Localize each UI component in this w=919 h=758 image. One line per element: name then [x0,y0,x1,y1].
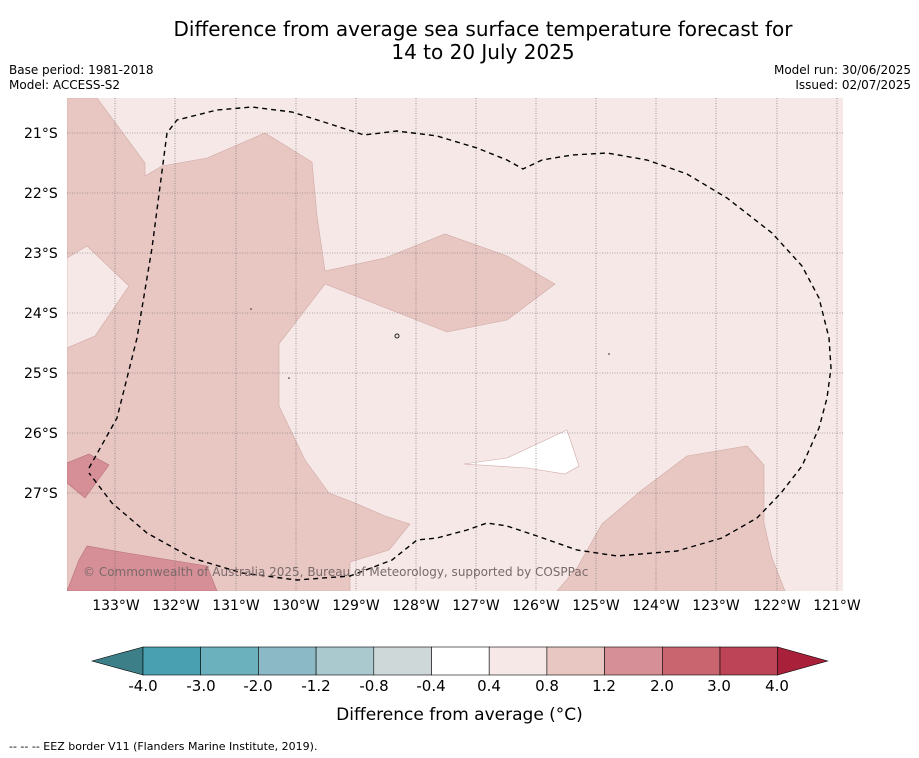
lat-label: 25°S [24,366,58,382]
lon-label: 131°W [212,598,260,614]
title-line-1: Difference from average sea surface temp… [173,17,793,41]
lon-label: 133°W [92,598,140,614]
island-marker [394,333,400,339]
graticule [67,98,843,591]
colorbar-cell [142,646,202,676]
colorbar-tick: 0.8 [535,677,559,695]
colorbar-tick: -2.0 [243,677,273,695]
meta-right: Model run: 30/06/2025 Issued: 02/07/2025 [774,63,911,93]
lon-label: 121°W [813,598,861,614]
lon-label: 132°W [152,598,200,614]
lon-label: 125°W [572,598,620,614]
colorbar-cell [315,646,375,676]
model-name: Model: ACCESS-S2 [9,78,121,92]
anomaly-region-dark-west [67,453,110,499]
title-line-2: 14 to 20 July 2025 [391,40,575,64]
lon-label: 127°W [452,598,500,614]
lon-label: 122°W [753,598,801,614]
colorbar-cell [661,646,721,676]
colorbar-tick: -0.4 [416,677,446,695]
colorbar-cell [431,646,490,676]
colorbar-tick: 0.4 [477,677,501,695]
anomaly-region-west [67,98,556,591]
colorbar-cell [488,646,548,676]
colorbar-tick: -0.8 [359,677,389,695]
copyright-notice: © Commonwealth of Australia 2025, Bureau… [83,565,589,579]
colorbar-extend-high [777,646,829,676]
colorbar [90,646,829,676]
lon-label: 128°W [392,598,440,614]
colorbar-tick: -4.0 [128,677,158,695]
colorbar-extend-low [90,646,144,676]
anomaly-region-light-spot [67,245,130,349]
lon-label: 129°W [332,598,380,614]
island-marker [608,353,610,355]
lat-label: 22°S [24,186,58,202]
colorbar-cell [373,646,432,676]
lat-label: 21°S [24,126,58,142]
sst-anomaly-map [67,98,843,591]
colorbar-tick: 1.2 [592,677,616,695]
colorbar-tick: -3.0 [186,677,216,695]
anomaly-region-dark-south [67,545,218,591]
colorbar-cell [258,646,317,676]
lat-label: 23°S [24,246,58,262]
lat-label: 27°S [24,486,58,502]
model-run: Model run: 30/06/2025 [773,63,911,77]
colorbar-cell [604,646,663,676]
island-marker [288,377,290,379]
colorbar-label: Difference from average (°C) [336,705,583,725]
colorbar-tick: 4.0 [765,677,789,695]
map-area [67,98,843,591]
colorbar-cell [719,646,779,676]
anomaly-region-neutral [463,429,580,475]
colorbar-tick: -1.2 [301,677,331,695]
anomaly-region-southeast [556,445,786,591]
meta-left: Base period: 1981-2018 Model: ACCESS-S2 [9,63,154,93]
lon-label: 124°W [632,598,680,614]
base-period: Base period: 1981-2018 [9,63,154,77]
issued-date: Issued: 02/07/2025 [795,78,911,92]
colorbar-cell [200,646,259,676]
eez-footnote: -- -- -- EEZ border V11 (Flanders Marine… [9,740,318,753]
colorbar-cell [546,646,605,676]
lon-label: 126°W [512,598,560,614]
island-marker [250,308,252,310]
lat-label: 26°S [24,426,58,442]
chart-title: Difference from average sea surface temp… [0,18,919,64]
lat-label: 24°S [24,306,58,322]
eez-border [88,106,832,581]
colorbar-tick: 2.0 [650,677,674,695]
lon-label: 130°W [272,598,320,614]
lon-label: 123°W [692,598,740,614]
colorbar-tick: 3.0 [707,677,731,695]
